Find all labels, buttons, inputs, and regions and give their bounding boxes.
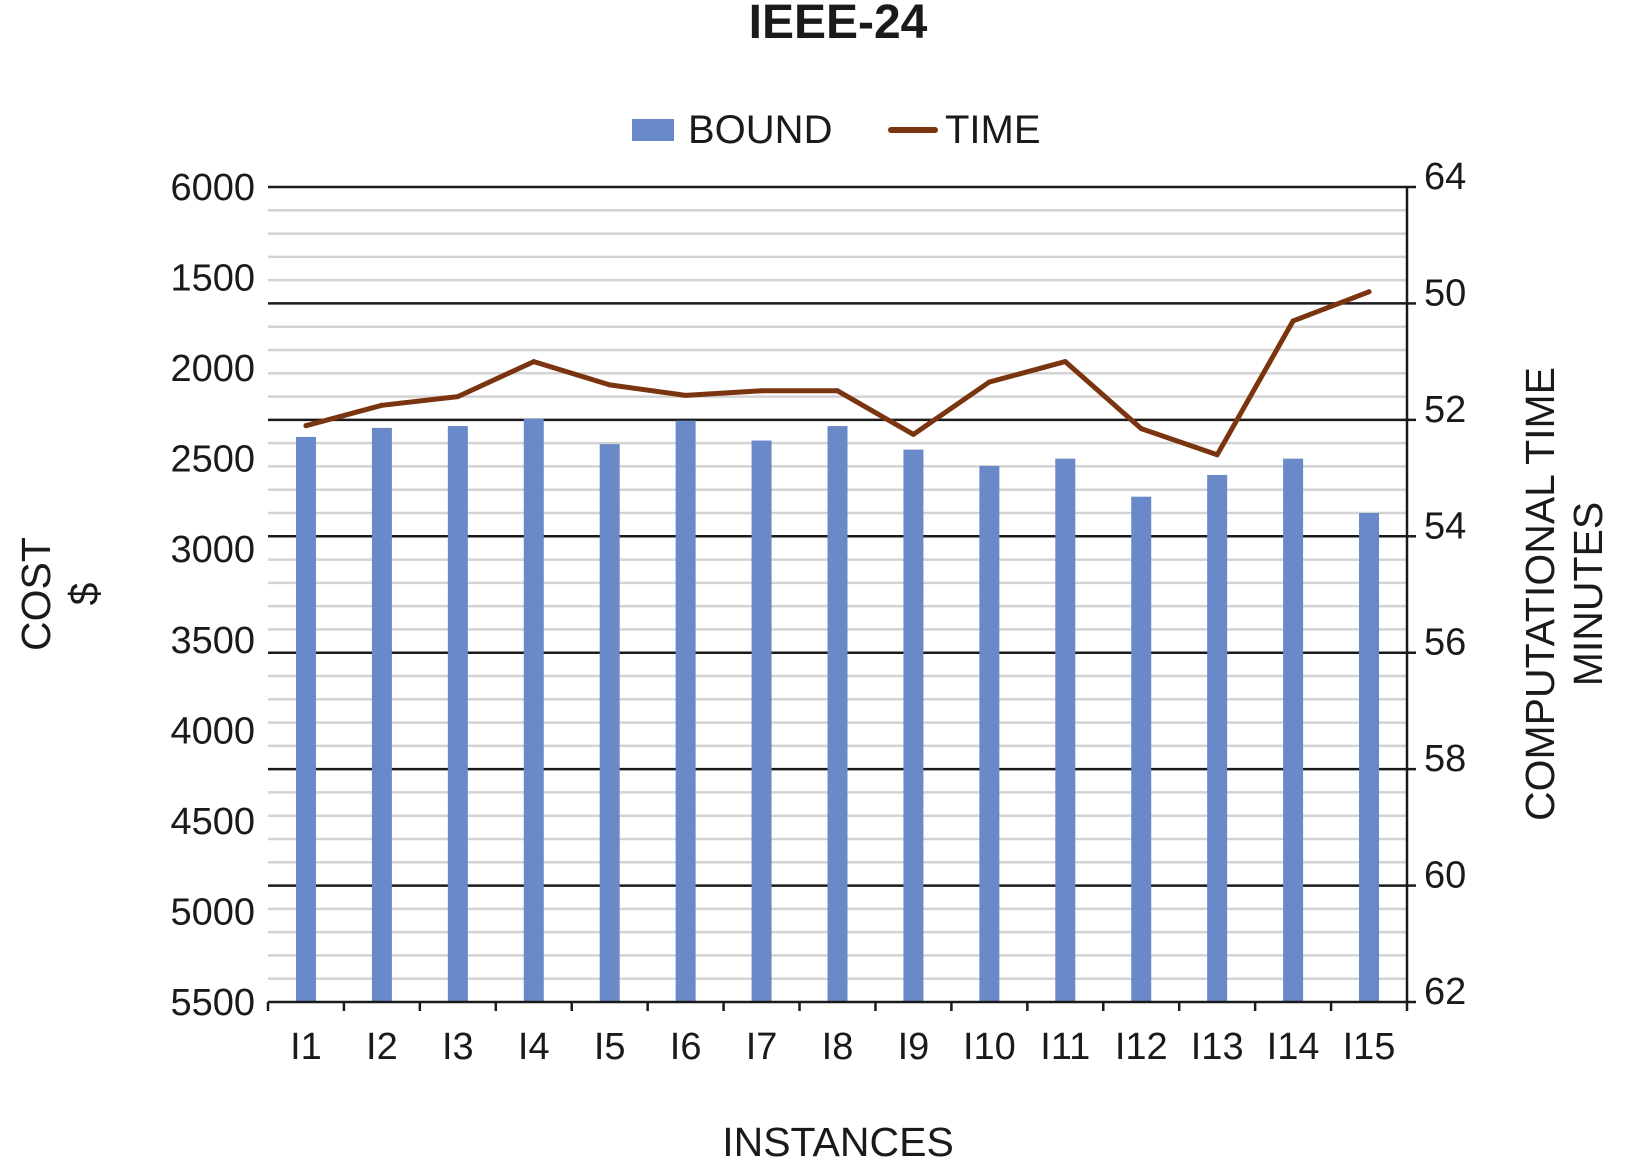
legend-label-time: TIME (945, 108, 1041, 152)
y2-tick-label: 60 (1424, 855, 1466, 897)
y-tick-label: 2000 (170, 348, 255, 390)
x-tick-label: I4 (518, 1026, 550, 1068)
x-axis-label: INSTANCES (722, 1119, 954, 1160)
time-point-i2 (379, 402, 385, 408)
x-tick-label: I6 (670, 1026, 702, 1068)
y-tick-label: 5500 (170, 982, 255, 1024)
y-tick-label: 3500 (170, 620, 255, 662)
y2-tick-label: 58 (1424, 738, 1466, 780)
bar-i11 (1055, 458, 1076, 1003)
bar-i9 (903, 449, 924, 1003)
legend-label-bound: BOUND (688, 108, 832, 152)
bar-i10 (979, 465, 1000, 1002)
y2-tick-label: 62 (1424, 971, 1466, 1013)
time-point-i9 (910, 431, 916, 437)
y2-tick-label: 52 (1424, 389, 1466, 431)
y2-tick-label: 50 (1424, 272, 1466, 314)
bar-series-bound (295, 418, 1380, 1003)
time-point-i10 (986, 379, 992, 385)
y-tick-label: 4500 (170, 801, 255, 843)
y-tick-label: 3000 (170, 529, 255, 571)
y-tick-label: 5000 (170, 891, 255, 933)
y2-tick-labels: 64 50 52 54 56 58 60 62 (1424, 156, 1466, 1013)
y-tick-label: 4000 (170, 710, 255, 752)
x-tick-label: I1 (290, 1026, 322, 1068)
y-tick-label: 2500 (170, 439, 255, 481)
time-point-i7 (759, 388, 765, 394)
time-point-i1 (303, 423, 309, 429)
x-tick-label: I15 (1343, 1026, 1396, 1068)
bar-i5 (599, 444, 620, 1003)
y2-axis-label: COMPUTATIONAL TIME MINUTES (1517, 367, 1611, 821)
y-tick-label: 1500 (170, 258, 255, 300)
y-axis-label-line: $ (61, 582, 107, 605)
legend-swatch-bound (632, 119, 674, 141)
bar-i15 (1359, 513, 1380, 1002)
bar-i13 (1207, 474, 1228, 1002)
x-tick-label: I9 (898, 1026, 930, 1068)
time-point-i5 (607, 382, 613, 388)
x-tick-labels: I1 I2 I3 I4 I5 I6 I7 I8 I9 I10 I11 I12 I13 I14 I15 (290, 1026, 1395, 1068)
x-tick-label: I12 (1115, 1026, 1168, 1068)
bar-i4 (523, 418, 544, 1002)
time-point-i13 (1214, 452, 1220, 458)
x-tick-label: I10 (963, 1026, 1016, 1068)
y-tick-label: 6000 (170, 167, 255, 209)
bar-i8 (827, 426, 848, 1003)
time-point-i12 (1138, 426, 1144, 432)
bar-i3 (447, 426, 468, 1003)
y2-tick-marks (1407, 185, 1416, 1004)
line-points (303, 289, 1372, 458)
y2-tick-label: 54 (1424, 505, 1466, 547)
bar-i1 (295, 436, 316, 1002)
y2-tick-label: 64 (1424, 156, 1466, 198)
y-axis-label: COST $ (13, 537, 107, 651)
x-tick-label: I13 (1191, 1026, 1244, 1068)
time-point-i3 (455, 394, 461, 400)
y-axis-label-line: COST (13, 537, 59, 651)
y2-axis-label-line: COMPUTATIONAL TIME (1517, 367, 1563, 821)
x-tick-label: I14 (1267, 1026, 1320, 1068)
y-tick-labels: 6000 1500 2000 2500 3000 3500 4000 4500 5000 5500 (170, 167, 255, 1024)
time-point-i6 (683, 392, 689, 398)
time-point-i14 (1290, 318, 1296, 324)
bar-i12 (1131, 496, 1152, 1002)
time-point-i4 (531, 359, 537, 365)
bar-i7 (751, 440, 772, 1002)
bar-i14 (1283, 458, 1304, 1003)
x-tick-marks (266, 1002, 1409, 1011)
time-point-i11 (1062, 359, 1068, 365)
x-tick-label: I3 (442, 1026, 474, 1068)
bar-i6 (675, 420, 696, 1003)
y2-tick-label: 56 (1424, 622, 1466, 664)
time-point-i8 (835, 388, 840, 394)
legend: BOUND TIME (632, 108, 1041, 152)
y2-axis-label-line: MINUTES (1565, 502, 1611, 687)
x-tick-label: I2 (366, 1026, 398, 1068)
x-tick-label: I8 (822, 1026, 854, 1068)
x-tick-label: I7 (746, 1026, 778, 1068)
chart-title: IEEE-24 (749, 0, 928, 49)
x-tick-label: I11 (1040, 1026, 1090, 1068)
time-point-i15 (1366, 289, 1372, 295)
bar-i2 (371, 427, 392, 1002)
x-tick-label: I5 (594, 1026, 626, 1068)
